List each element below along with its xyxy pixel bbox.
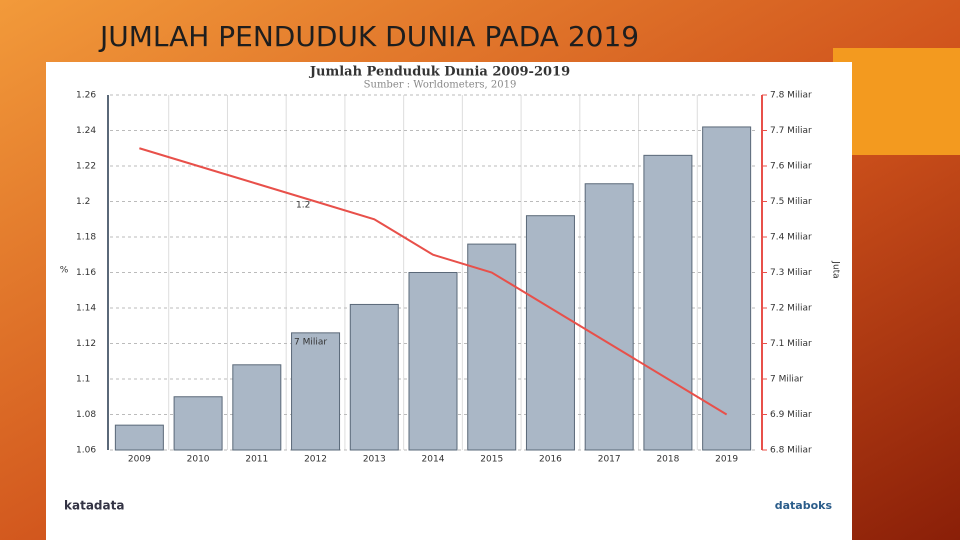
x-tick-label: 2015 [480,455,503,465]
bar [584,183,634,451]
bar [408,272,458,451]
annotation: 7 Miliar [294,338,327,348]
annotation: 1.2 [296,201,310,211]
y-tick-label: 1.26 [76,91,96,101]
x-tick-label: 2017 [598,455,621,465]
bar [232,364,282,451]
y2-tick-label: 7 Miliar [770,375,803,385]
x-tick-label: 2018 [656,455,679,465]
x-tick-label: 2013 [363,455,386,465]
y2-tick-label: 7.3 Miliar [770,268,812,278]
bar [525,215,575,451]
x-tick-label: 2012 [304,455,327,465]
y2-tick-label: 7.5 Miliar [770,197,812,207]
y-tick-label: 1.12 [76,339,96,349]
y2-tick-label: 7.1 Miliar [770,339,812,349]
line [139,147,728,416]
y-tick-label: 1.06 [76,446,96,456]
bar [643,154,693,451]
y-tick-label: 1.24 [76,126,96,136]
slide-title: JUMLAH PENDUDUK DUNIA PADA 2019 [98,20,639,53]
y2-tick-label: 6.9 Miliar [770,410,812,420]
y-tick-label: 1.2 [76,197,90,207]
bar [173,396,223,451]
y-tick-label: 1.1 [76,375,90,385]
x-tick-label: 2016 [539,455,562,465]
y-tick-label: 1.08 [76,410,96,420]
y-tick-label: 1.22 [76,162,96,172]
x-tick-label: 2019 [715,455,738,465]
bar [114,424,164,451]
accent-box [833,48,960,155]
y2-axis-label: Juta [831,260,841,278]
x-tick-label: 2010 [187,455,210,465]
bar [349,303,399,451]
y2-tick-label: 7.4 Miliar [770,233,812,243]
bar [702,126,752,451]
chart-title: Jumlah Penduduk Dunia 2009-2019 [309,65,570,80]
bar [467,243,517,451]
y2-tick-label: 6.8 Miliar [770,446,812,456]
y2-tick-label: 7.8 Miliar [770,91,812,101]
y-tick-label: 1.18 [76,233,96,243]
y-tick-label: 1.14 [76,304,96,314]
y-axis-label: % [60,266,69,276]
y-tick-label: 1.16 [76,268,96,278]
x-tick-label: 2014 [422,455,445,465]
y2-tick-label: 7.2 Miliar [770,304,812,314]
bar [291,332,341,451]
chart-subtitle: Sumber : Worldometers, 2019 [364,80,517,91]
x-tick-label: 2009 [128,455,151,465]
logo-katadata: katadata [64,499,124,513]
x-tick-label: 2011 [245,455,268,465]
logo-databoks: databoks [775,499,833,512]
y2-tick-label: 7.6 Miliar [770,162,812,172]
y2-tick-label: 7.7 Miliar [770,126,812,136]
